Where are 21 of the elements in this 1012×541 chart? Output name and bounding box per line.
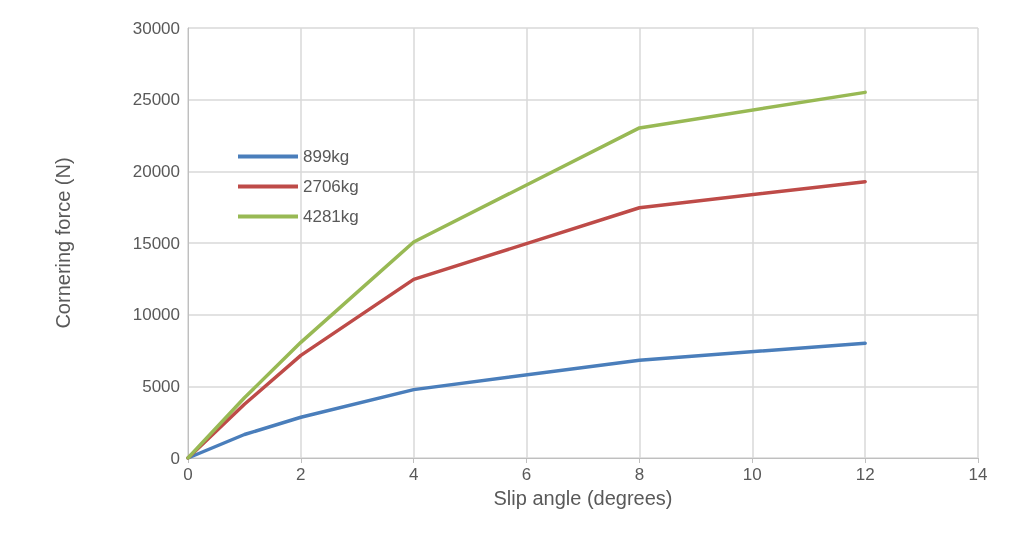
x-tick-label: 10 — [742, 465, 762, 484]
y-tick-label: 20000 — [132, 161, 180, 181]
y-tick-label: 25000 — [132, 90, 180, 110]
y-tick-label: 5000 — [142, 376, 180, 396]
y-tick-label: 0 — [170, 448, 180, 468]
legend-label: 2706kg — [303, 177, 359, 196]
y-axis-title: Cornering force (N) — [52, 157, 74, 329]
x-tick-label: 6 — [521, 465, 532, 484]
legend-label: 899kg — [303, 147, 350, 166]
x-tick-label: 4 — [408, 465, 419, 484]
x-tick-label: 2 — [296, 465, 306, 484]
y-tick-label: 15000 — [132, 233, 180, 253]
legend-label: 4281kg — [303, 207, 359, 226]
x-tick-label: 0 — [183, 465, 193, 484]
x-tick-label: 14 — [968, 465, 988, 484]
x-tick-label: 8 — [634, 465, 645, 484]
line-series — [186, 90, 867, 460]
x-tick-label: 12 — [855, 465, 875, 484]
y-tick-label: 10000 — [132, 305, 180, 325]
x-axis-title: Slip angle (degrees) — [493, 487, 673, 509]
y-tick-label: 30000 — [132, 18, 180, 38]
